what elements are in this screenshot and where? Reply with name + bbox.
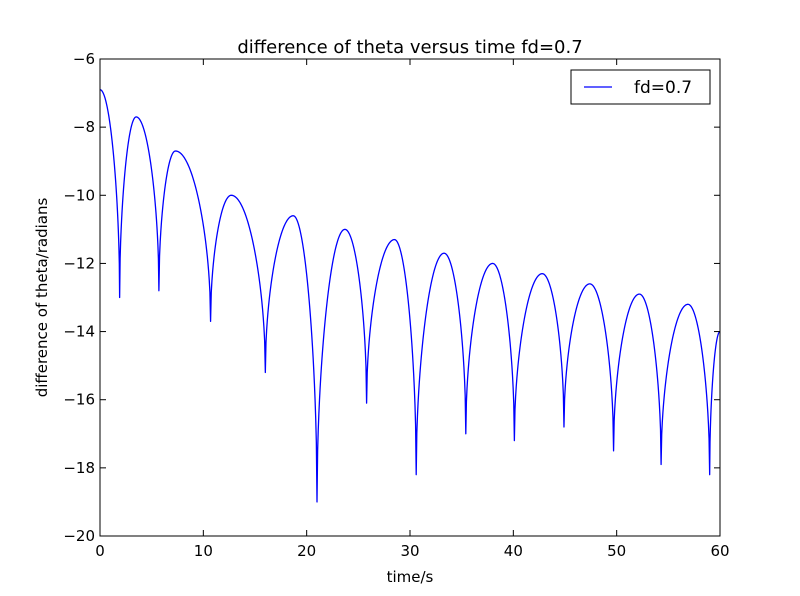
y-tick-label: −12 (63, 254, 95, 272)
y-tick-label: −18 (63, 459, 95, 477)
tick-layer: 0 10 20 30 40 50 60 −6 −8 −10 −12 −14 −16 −18 −20 (63, 50, 729, 560)
y-tick-label: −6 (73, 50, 95, 68)
x-tick-label: 10 (194, 542, 213, 560)
plot-area (100, 59, 720, 536)
y-axis-label: difference of theta/radians (33, 198, 51, 398)
legend-label: fd=0.7 (634, 78, 692, 98)
x-tick-label: 0 (95, 542, 105, 560)
y-tick-label: −16 (63, 391, 95, 409)
y-tick-label: −20 (63, 527, 95, 545)
x-tick-label: 30 (400, 542, 419, 560)
x-tick-label: 40 (504, 542, 523, 560)
y-tick-label: −8 (73, 118, 95, 136)
x-axis-label: time/s (387, 568, 434, 586)
x-tick-label: 20 (297, 542, 316, 560)
y-tick-label: −14 (63, 323, 95, 341)
y-tick-label: −10 (63, 186, 95, 204)
chart-title: difference of theta versus time fd=0.7 (237, 37, 582, 58)
series-layer (99, 89, 721, 503)
series-line-fd-0.7 (99, 89, 721, 503)
x-tick-label: 60 (710, 542, 729, 560)
legend: fd=0.7 (570, 69, 711, 105)
x-tick-label: 50 (607, 542, 626, 560)
plot-frame (99, 58, 721, 537)
